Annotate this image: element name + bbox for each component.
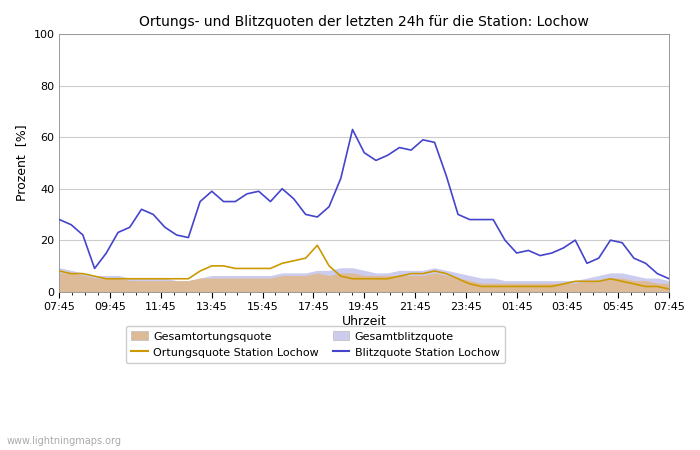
Text: www.lightningmaps.org: www.lightningmaps.org	[7, 436, 122, 446]
Y-axis label: Prozent  [%]: Prozent [%]	[15, 125, 28, 201]
Legend: Gesamtortungsquote, Ortungsquote Station Lochow, Gesamtblitzquote, Blitzquote St: Gesamtortungsquote, Ortungsquote Station…	[125, 326, 505, 363]
X-axis label: Uhrzeit: Uhrzeit	[342, 315, 386, 328]
Title: Ortungs- und Blitzquoten der letzten 24h für die Station: Lochow: Ortungs- und Blitzquoten der letzten 24h…	[139, 15, 589, 29]
